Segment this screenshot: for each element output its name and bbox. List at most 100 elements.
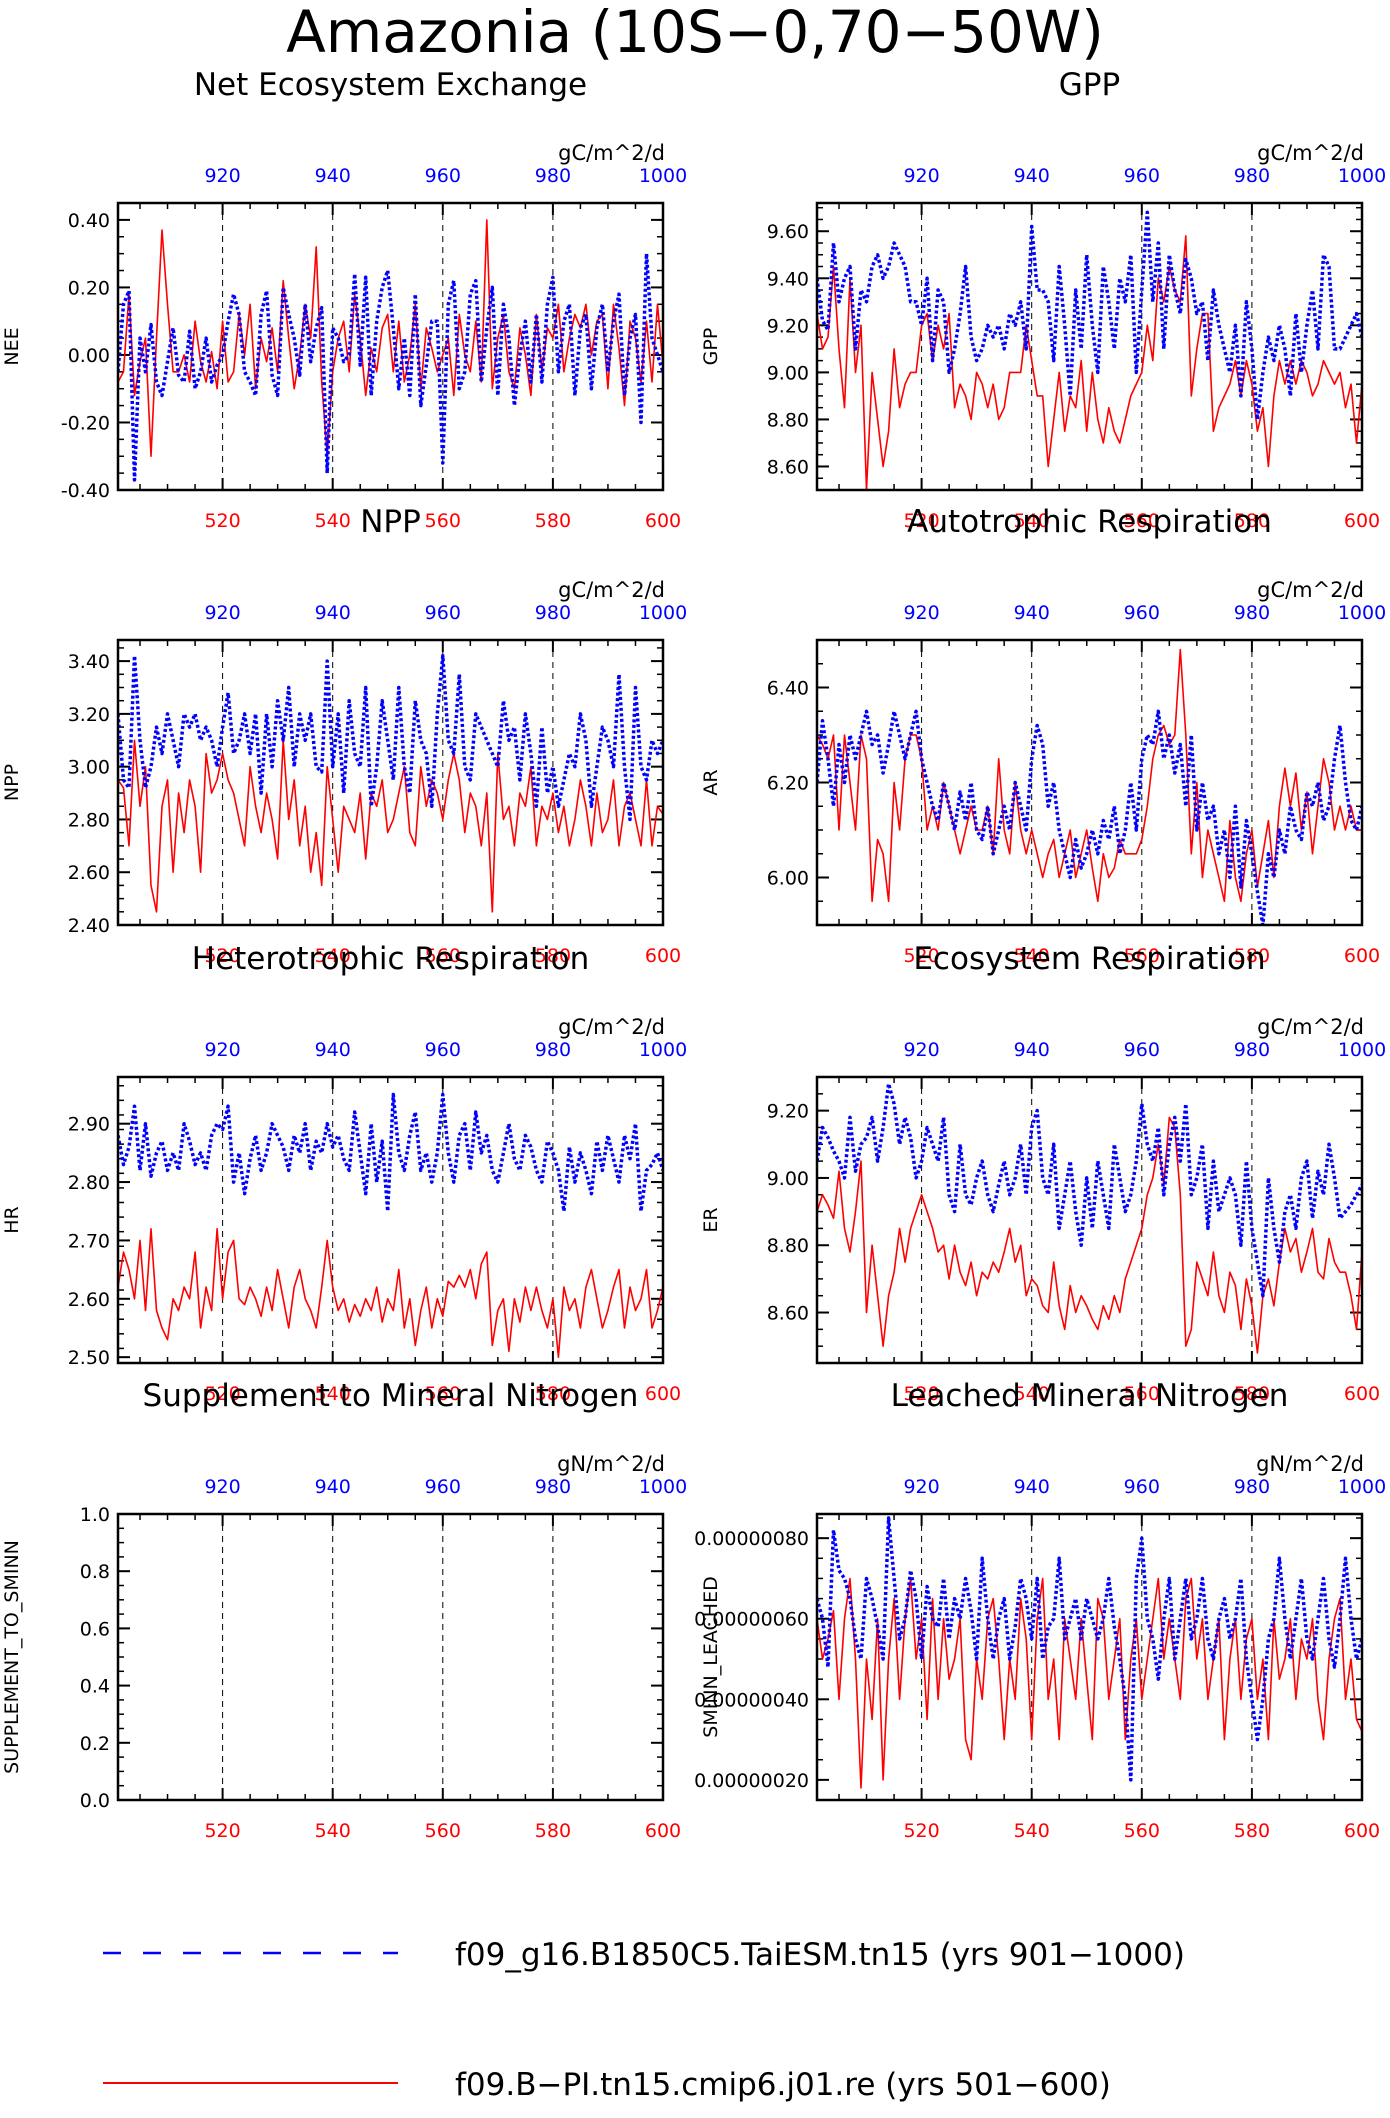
x-tick-label-bottom: 540: [315, 1820, 351, 1842]
x-tick-label-top: 960: [425, 1476, 461, 1498]
y-tick-label: 0.20: [68, 277, 110, 299]
x-tick-label-bottom: 600: [645, 1383, 681, 1405]
page-title: Amazonia (10S−0,70−50W): [286, 0, 1104, 66]
y-tick-label: 2.40: [68, 915, 110, 937]
x-tick-label-bottom: 520: [204, 1383, 240, 1405]
x-tick-label-bottom: 540: [315, 510, 351, 532]
x-tick-label-top: 920: [204, 1476, 240, 1498]
y-tick-label: 0.4: [80, 1676, 110, 1698]
x-tick-label-top: 920: [204, 1039, 240, 1061]
x-tick-label-top: 940: [1014, 602, 1050, 624]
x-tick-label-top: 940: [315, 165, 351, 187]
chart-title: Leached Mineral Nitrogen: [891, 1378, 1289, 1414]
x-tick-label-top: 980: [1234, 1476, 1270, 1498]
units-label: gN/m^2/d: [1256, 1452, 1364, 1476]
units-label: gN/m^2/d: [557, 1452, 665, 1476]
series-line-blue: [118, 251, 663, 482]
units-label: gC/m^2/d: [558, 141, 665, 165]
x-tick-label-top: 940: [315, 1039, 351, 1061]
legend-label: f09_g16.B1850C5.TaiESM.tn15 (yrs 901−100…: [455, 1937, 1185, 1973]
x-tick-label-top: 980: [1234, 1039, 1270, 1061]
x-tick-label-bottom: 560: [1124, 510, 1160, 532]
x-tick-label-bottom: 580: [1234, 1383, 1270, 1405]
x-tick-label-bottom: 600: [1344, 1820, 1380, 1842]
y-tick-label: 6.20: [767, 773, 809, 795]
x-tick-label-bottom: 520: [204, 510, 240, 532]
series-line-blue: [118, 654, 663, 822]
x-tick-label-bottom: 600: [1344, 510, 1380, 532]
y-axis-label: SUPPLEMENT_TO_SMINN: [1, 1540, 23, 1774]
x-tick-label-bottom: 520: [903, 510, 939, 532]
x-tick-label-bottom: 520: [903, 1383, 939, 1405]
units-label: gC/m^2/d: [1257, 1015, 1364, 1039]
x-tick-label-top: 920: [903, 165, 939, 187]
series-line-red: [817, 1116, 1362, 1354]
y-tick-label: 8.80: [767, 1235, 809, 1257]
y-axis-label: ER: [700, 1207, 722, 1232]
x-tick-label-bottom: 580: [535, 945, 571, 967]
y-tick-label: 6.00: [767, 868, 809, 890]
chart-panel: Supplement to Mineral Nitrogen gN/m^2/d SU…: [1, 1378, 687, 1842]
y-tick-label: 2.70: [68, 1230, 110, 1252]
legend: f09_g16.B1850C5.TaiESM.tn15 (yrs 901−100…: [103, 1937, 1185, 2103]
x-tick-label-bottom: 540: [1014, 945, 1050, 967]
plot-frame: [116, 201, 665, 492]
y-axis-label: NEE: [1, 327, 23, 365]
x-tick-label-top: 920: [903, 602, 939, 624]
plot-frame: [116, 1512, 665, 1802]
y-tick-label: 2.60: [68, 862, 110, 884]
x-tick-label-top: 1000: [1338, 165, 1386, 187]
x-tick-label-bottom: 560: [1124, 1820, 1160, 1842]
y-tick-label: 0.40: [68, 210, 110, 232]
legend-entry: f09.B−PI.tn15.cmip6.j01.re (yrs 501−600): [103, 2067, 1111, 2103]
y-tick-label: -0.20: [61, 412, 110, 434]
y-tick-label: 0.2: [80, 1733, 110, 1755]
series-line-blue: [817, 1516, 1362, 1782]
y-axis-label: AR: [700, 769, 722, 795]
x-tick-label-bottom: 600: [1344, 1383, 1380, 1405]
x-tick-label-top: 1000: [639, 1039, 687, 1061]
units-label: gC/m^2/d: [1257, 141, 1364, 165]
x-tick-label-top: 960: [425, 602, 461, 624]
x-tick-label-top: 960: [1124, 165, 1160, 187]
x-tick-label-top: 960: [425, 1039, 461, 1061]
y-tick-label: 9.20: [767, 315, 809, 337]
y-tick-label: 0.00000080: [694, 1528, 809, 1550]
y-tick-label: 2.60: [68, 1289, 110, 1311]
x-tick-label-bottom: 560: [1124, 945, 1160, 967]
x-tick-label-top: 940: [1014, 1476, 1050, 1498]
chart-panel: Net Ecosystem Exchange gC/m^2/d NEE 520 540 5…: [1, 67, 687, 532]
x-tick-label-bottom: 540: [1014, 510, 1050, 532]
y-tick-label: 9.40: [767, 268, 809, 290]
y-tick-label: 9.00: [767, 362, 809, 384]
x-tick-label-top: 940: [1014, 165, 1050, 187]
x-tick-label-top: 940: [1014, 1039, 1050, 1061]
x-tick-label-top: 980: [535, 1476, 571, 1498]
x-tick-label-bottom: 560: [425, 1383, 461, 1405]
chart-panel: Ecosystem Respiration gC/m^2/d ER 520 540 560…: [700, 941, 1386, 1405]
x-tick-label-bottom: 580: [535, 1820, 571, 1842]
y-tick-label: 3.00: [68, 757, 110, 779]
y-tick-label: 0.0: [80, 1790, 110, 1812]
legend-entry: f09_g16.B1850C5.TaiESM.tn15 (yrs 901−100…: [103, 1937, 1185, 1973]
y-axis-label: HR: [1, 1206, 23, 1234]
x-tick-label-bottom: 520: [204, 1820, 240, 1842]
y-tick-label: 0.00: [68, 345, 110, 367]
chart-panel: Leached Mineral Nitrogen gN/m^2/d SMINN_LE…: [694, 1378, 1386, 1842]
x-tick-label-bottom: 580: [1234, 1820, 1270, 1842]
y-axis-label: SMINN_LEACHED: [700, 1576, 722, 1737]
x-tick-label-bottom: 540: [315, 945, 351, 967]
y-tick-label: 3.40: [68, 651, 110, 673]
units-label: gC/m^2/d: [558, 1015, 665, 1039]
chart-title: Autotrophic Respiration: [907, 504, 1272, 540]
x-tick-label-bottom: 560: [425, 1820, 461, 1842]
chart-panel: Heterotrophic Respiration gC/m^2/d HR 520 54…: [1, 941, 687, 1405]
y-tick-label: 2.50: [68, 1347, 110, 1369]
x-tick-label-bottom: 560: [1124, 1383, 1160, 1405]
x-tick-label-top: 980: [1234, 165, 1270, 187]
y-tick-label: 9.00: [767, 1168, 809, 1190]
chart-title: Ecosystem Respiration: [913, 941, 1265, 977]
x-tick-label-bottom: 560: [425, 945, 461, 967]
chart-title: NPP: [360, 504, 421, 540]
chart-title: Heterotrophic Respiration: [192, 941, 589, 977]
